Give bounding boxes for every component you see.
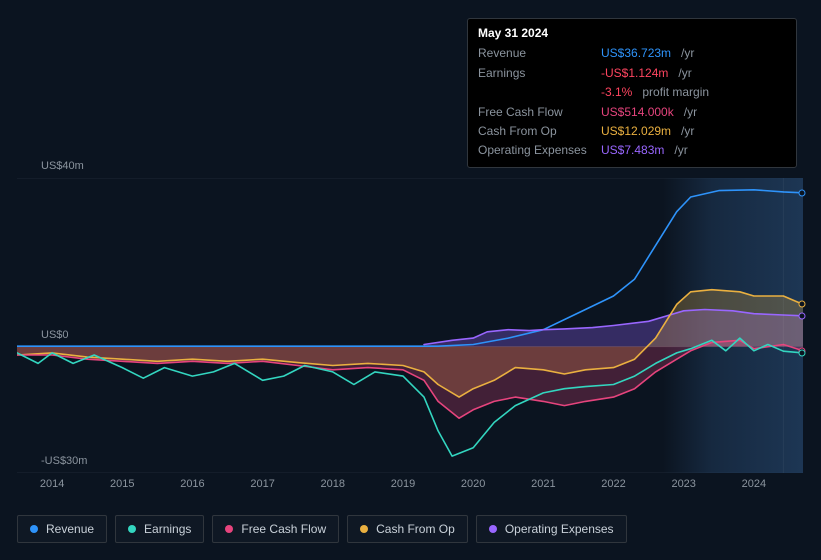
legend-label: Revenue — [46, 522, 94, 536]
tooltip-date: May 31 2024 — [478, 25, 786, 42]
tooltip-metric-value: -3.1% — [601, 84, 632, 101]
tooltip-row: Cash From Op US$12.029m/yr — [478, 122, 786, 141]
legend-item-free_cash_flow[interactable]: Free Cash Flow — [212, 515, 339, 543]
y-axis-tick: US$40m — [41, 160, 84, 172]
chart-area: US$40m US$0 -US$30m 2014 2015 2016 2017 2018 20… — [17, 158, 803, 518]
x-axis-tick: 2019 — [391, 478, 415, 490]
x-axis-tick: 2017 — [250, 478, 274, 490]
x-axis-tick: 2022 — [601, 478, 625, 490]
tooltip-metric-label: Cash From Op — [478, 123, 593, 140]
y-axis-tick: US$0 — [41, 329, 69, 341]
series-end-marker — [799, 349, 806, 356]
tooltip-metric-label: Revenue — [478, 45, 593, 62]
series-end-marker — [799, 312, 806, 319]
chart-tooltip: May 31 2024 RevenueUS$36.723m/yrEarnings… — [467, 18, 797, 168]
tooltip-metric-unit: /yr — [681, 45, 694, 62]
legend-dot-icon — [360, 525, 368, 533]
x-axis-tick: 2020 — [461, 478, 485, 490]
x-axis-tick: 2016 — [180, 478, 204, 490]
y-axis-tick: -US$30m — [41, 455, 87, 467]
x-axis-tick: 2023 — [671, 478, 695, 490]
tooltip-metric-value: US$514.000k — [601, 104, 674, 121]
tooltip-row: Free Cash Flow US$514.000k/yr — [478, 103, 786, 122]
legend-item-revenue[interactable]: Revenue — [17, 515, 107, 543]
legend-dot-icon — [225, 525, 233, 533]
legend-label: Operating Expenses — [505, 522, 614, 536]
tooltip-row: -3.1% profit margin — [478, 83, 786, 102]
tooltip-metric-unit: profit margin — [642, 84, 709, 101]
series-end-marker — [799, 301, 806, 308]
legend: Revenue Earnings Free Cash Flow Cash From O… — [17, 515, 627, 543]
tooltip-metric-label: Free Cash Flow — [478, 104, 593, 121]
tooltip-metric-unit: /yr — [684, 104, 697, 121]
x-axis-tick: 2014 — [40, 478, 64, 490]
legend-dot-icon — [30, 525, 38, 533]
x-axis-tick: 2018 — [321, 478, 345, 490]
tooltip-metric-value: -US$1.124m — [601, 65, 668, 82]
tooltip-metric-value: US$12.029m — [601, 123, 671, 140]
tooltip-metric-unit: /yr — [678, 65, 691, 82]
x-axis-tick: 2015 — [110, 478, 134, 490]
tooltip-metric-value: US$36.723m — [601, 45, 671, 62]
legend-label: Cash From Op — [376, 522, 455, 536]
series-end-marker — [799, 189, 806, 196]
tooltip-metric-unit: /yr — [681, 123, 694, 140]
legend-item-earnings[interactable]: Earnings — [115, 515, 204, 543]
legend-label: Earnings — [144, 522, 191, 536]
legend-dot-icon — [489, 525, 497, 533]
x-axis-tick: 2024 — [742, 478, 766, 490]
tooltip-row: Earnings -US$1.124m/yr — [478, 64, 786, 83]
tooltip-row: Revenue US$36.723m/yr — [478, 44, 786, 63]
legend-item-operating_expenses[interactable]: Operating Expenses — [476, 515, 627, 543]
tooltip-metric-label: Earnings — [478, 65, 593, 82]
legend-item-cash_from_op[interactable]: Cash From Op — [347, 515, 468, 543]
x-axis-tick: 2021 — [531, 478, 555, 490]
legend-dot-icon — [128, 525, 136, 533]
chart-plot[interactable] — [17, 178, 803, 473]
legend-label: Free Cash Flow — [241, 522, 326, 536]
